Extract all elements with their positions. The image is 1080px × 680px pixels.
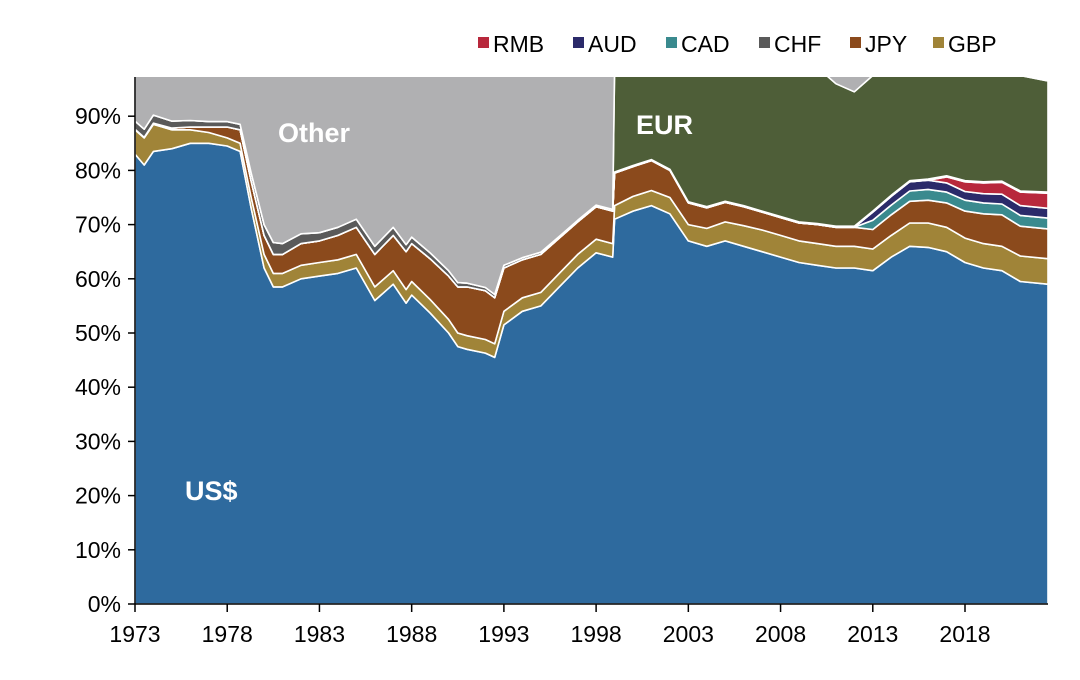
y-tick-label: 40% <box>75 374 121 400</box>
legend-item-aud: AUD <box>573 31 637 57</box>
legend-label: GBP <box>948 31 997 57</box>
legend-item-chf: CHF <box>759 31 821 57</box>
x-tick-label: 1998 <box>571 621 622 647</box>
area-labels: Other EUR US$ <box>185 110 693 506</box>
y-tick-label: 30% <box>75 428 121 454</box>
y-tick-label: 90% <box>75 103 121 129</box>
area-label-eur: EUR <box>636 110 693 140</box>
x-tick-label: 1993 <box>478 621 529 647</box>
legend-label: AUD <box>588 31 637 57</box>
legend-label: RMB <box>493 31 544 57</box>
legend-swatch <box>850 37 861 48</box>
area-label-usd: US$ <box>185 476 238 506</box>
y-tick-label: 20% <box>75 483 121 509</box>
x-tick-label: 1973 <box>109 621 160 647</box>
x-tick-label: 1988 <box>386 621 437 647</box>
legend-label: CHF <box>774 31 821 57</box>
area-other <box>135 77 1048 296</box>
legend-swatch <box>573 37 584 48</box>
axes: 0% 10% 20% 30% 40% 50% 60% 70% 80% 90% 1973 1978 198… <box>75 77 1048 647</box>
legend-item-cad: CAD <box>666 31 730 57</box>
y-tick-label: 10% <box>75 537 121 563</box>
legend-swatch <box>759 37 770 48</box>
area-label-other: Other <box>278 118 351 148</box>
x-tick-label: 1983 <box>294 621 345 647</box>
y-tick-label: 70% <box>75 212 121 238</box>
x-tick-label: 1978 <box>202 621 253 647</box>
legend-label: CAD <box>681 31 730 57</box>
y-tick-label: 60% <box>75 266 121 292</box>
x-tick-label: 2018 <box>939 621 990 647</box>
legend-item-gbp: GBP <box>933 31 997 57</box>
plot-areas <box>135 77 1048 604</box>
x-tick-label: 2003 <box>663 621 714 647</box>
x-tick-label: 2013 <box>847 621 898 647</box>
y-tick-label: 0% <box>88 591 121 617</box>
legend-item-rmb: RMB <box>478 31 544 57</box>
legend-label: JPY <box>865 31 907 57</box>
y-tick-label: 80% <box>75 157 121 183</box>
legend-swatch <box>478 37 489 48</box>
legend: RMB AUD CAD CHF JPY GBP <box>478 31 997 57</box>
x-tick-label: 2008 <box>755 621 806 647</box>
y-tick-label: 50% <box>75 320 121 346</box>
legend-item-jpy: JPY <box>850 31 907 57</box>
legend-swatch <box>666 37 677 48</box>
legend-swatch <box>933 37 944 48</box>
